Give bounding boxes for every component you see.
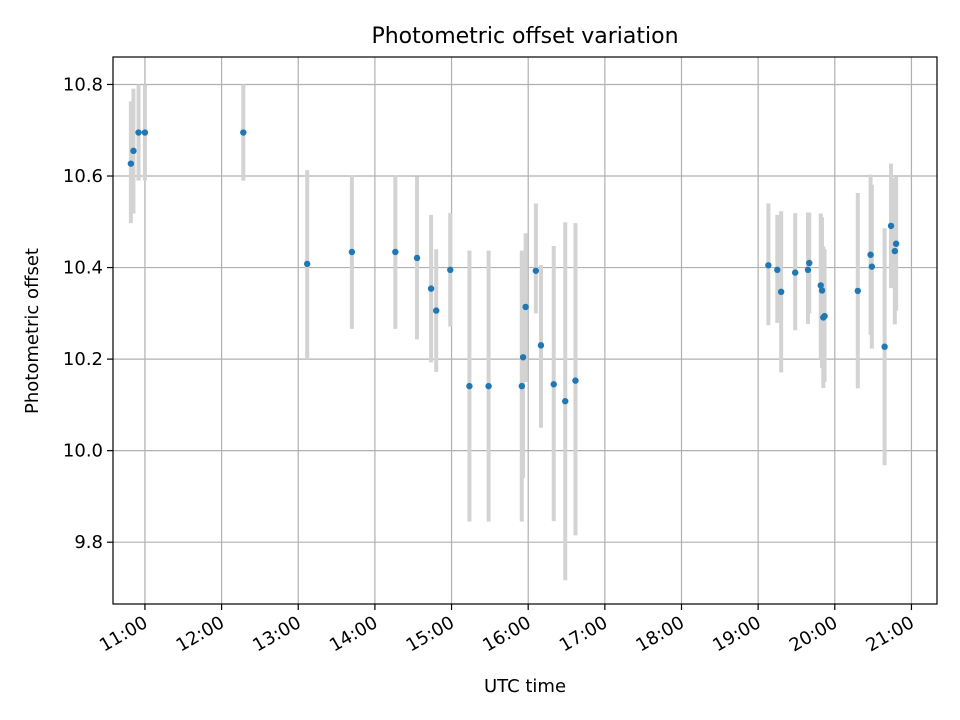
x-axis-label: UTC time: [484, 676, 566, 697]
data-point: [519, 354, 527, 361]
y-tick-label: 10.8: [63, 74, 103, 95]
data-point: [821, 312, 828, 320]
data-point: [485, 382, 492, 390]
data-point: [466, 382, 473, 390]
data-point: [522, 303, 529, 311]
data-point: [868, 263, 876, 270]
data-point: [854, 287, 861, 295]
data-point: [804, 266, 812, 274]
data-point: [867, 251, 874, 258]
y-axis-label: Photometric offset: [22, 248, 43, 414]
data-point: [141, 129, 149, 136]
data-point: [537, 342, 545, 349]
data-point: [791, 269, 799, 276]
data-point: [572, 377, 579, 384]
data-point: [303, 260, 311, 268]
data-point: [135, 129, 142, 136]
data-point: [818, 287, 826, 294]
data-point: [892, 240, 900, 247]
data-point: [127, 160, 135, 167]
data-point: [887, 222, 895, 230]
data-point: [447, 266, 454, 274]
data-point: [806, 259, 813, 267]
data-point: [348, 248, 356, 256]
y-tick-label: 10.2: [63, 349, 103, 370]
data-point: [240, 129, 247, 136]
y-tick-label: 10.4: [63, 258, 103, 279]
data-point: [130, 147, 137, 155]
y-axis-ticks: 9.8 10.0 10.2 10.4 10.6 10.8: [63, 74, 113, 553]
chart-title: Photometric offset variation: [371, 24, 678, 49]
data-point: [518, 382, 526, 390]
data-points: [127, 129, 900, 405]
data-point: [550, 381, 557, 388]
data-point: [765, 262, 772, 269]
data-point: [427, 285, 435, 292]
data-point: [891, 247, 899, 255]
data-point: [392, 248, 399, 256]
y-tick-label: 10.0: [63, 441, 103, 462]
data-point: [881, 343, 888, 350]
y-tick-label: 10.6: [63, 166, 103, 187]
data-point: [817, 282, 824, 289]
data-point: [777, 288, 785, 296]
data-point: [532, 267, 540, 274]
data-point: [562, 398, 569, 405]
data-point: [413, 254, 421, 262]
plot-frame: [112, 56, 938, 605]
data-point: [433, 307, 440, 314]
y-tick-label: 9.8: [74, 532, 103, 553]
data-point: [774, 266, 781, 274]
